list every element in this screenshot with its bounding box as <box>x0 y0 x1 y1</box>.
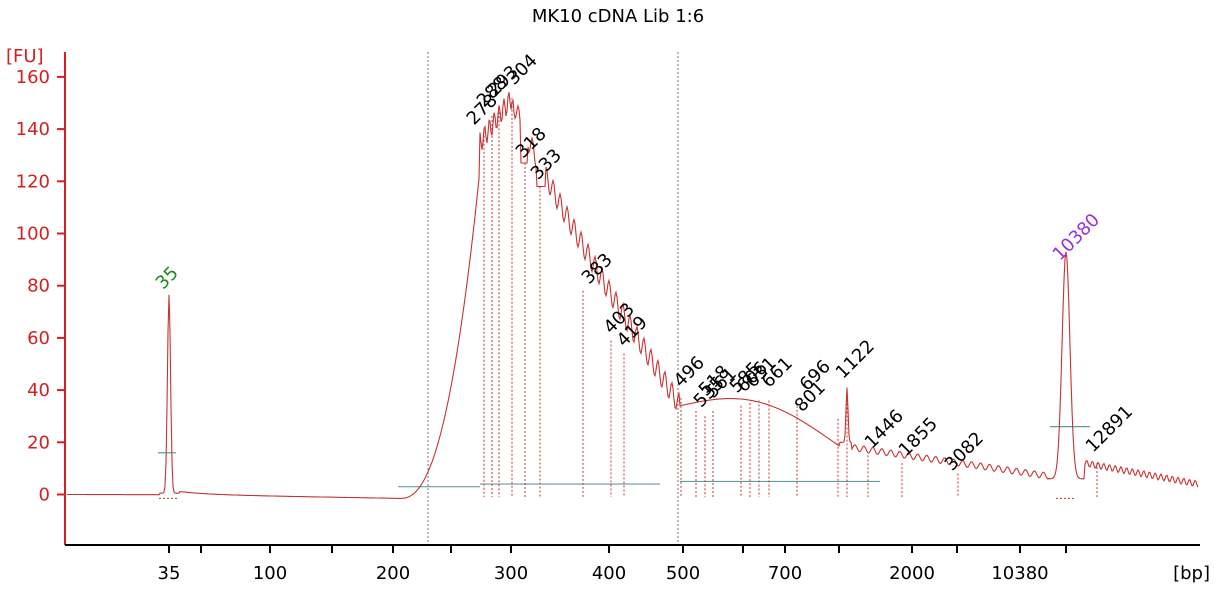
y-tick-label-120: 120 <box>16 171 50 192</box>
x-tick-label-700: 700 <box>768 563 802 584</box>
y-axis-unit-label: [FU] <box>6 46 44 67</box>
marker-label-10380: 10380 <box>1049 210 1104 265</box>
y-axis-ticks: 0 20 40 60 80 100 120 140 160 <box>16 67 65 506</box>
peak-label-3082: 3082 <box>941 428 988 475</box>
peak-label-12891: 12891 <box>1082 401 1137 456</box>
y-tick-label-160: 160 <box>16 67 50 88</box>
x-tick-label-35: 35 <box>158 563 181 584</box>
y-tick-label-60: 60 <box>27 328 50 349</box>
signal-trace <box>67 92 1199 499</box>
y-tick-label-100: 100 <box>16 224 50 245</box>
y-tick-label-40: 40 <box>27 380 50 401</box>
x-tick-label-500: 500 <box>666 563 700 584</box>
y-tick-label-140: 140 <box>16 119 50 140</box>
baseline-segments <box>158 426 1090 488</box>
chart-title: MK10 cDNA Lib 1:6 <box>532 6 704 27</box>
y-tick-label-0: 0 <box>39 485 50 506</box>
x-tick-label-300: 300 <box>494 563 528 584</box>
y-tick-label-20: 20 <box>27 432 50 453</box>
peak-labels: 3510380278288293304318333383403419496518… <box>152 50 1137 475</box>
x-tick-label-400: 400 <box>592 563 626 584</box>
x-tick-label-200: 200 <box>376 563 410 584</box>
x-axis-ticks: 35 100 200 300 400 500 700 2000 10380 <box>158 545 1067 584</box>
x-tick-label-10380: 10380 <box>991 563 1048 584</box>
x-axis-unit-label: [bp] <box>1173 563 1210 584</box>
peak-label-1122: 1122 <box>832 336 879 383</box>
x-tick-label-100: 100 <box>253 563 287 584</box>
marker-label-35: 35 <box>152 263 183 294</box>
peak-drop-lines <box>159 97 1098 499</box>
y-tick-label-80: 80 <box>27 276 50 297</box>
x-tick-label-2000: 2000 <box>889 563 935 584</box>
